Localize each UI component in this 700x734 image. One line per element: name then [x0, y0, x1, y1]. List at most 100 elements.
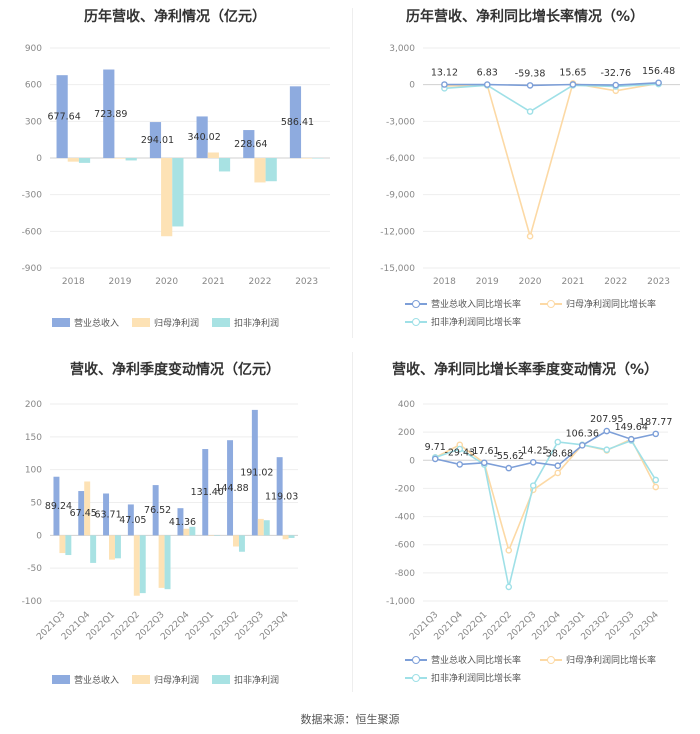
x-tick-label: 2023: [647, 277, 670, 287]
y-tick-label: -50: [27, 564, 42, 574]
chart-legend: 营业总收入 归母净利润 扣非净利润: [0, 0, 350, 345]
legend-item[interactable]: 营业总收入: [52, 673, 119, 686]
bar: [152, 485, 159, 536]
bar: [276, 457, 283, 536]
data-point: [627, 435, 635, 443]
bar: [127, 504, 134, 536]
bar: [53, 476, 60, 536]
data-label: 228.64: [234, 139, 267, 150]
chart-svg: 200150100500-50-1002021Q32021Q42022Q1202…: [22, 400, 299, 642]
chart-title: 历年营收、净利同比增长率情况（%）: [405, 9, 645, 25]
data-point: [456, 461, 464, 468]
data-label: 149.64: [615, 422, 648, 433]
y-tick-label: -900: [22, 264, 43, 274]
data-label: 63.71: [94, 509, 121, 520]
legend-item[interactable]: 扣非净利润同比增长率: [405, 315, 521, 328]
bar: [177, 508, 184, 536]
data-label: 41.36: [169, 517, 196, 528]
panel-divider: [352, 8, 353, 338]
x-tick-label: 2018: [433, 277, 456, 287]
bar: [149, 122, 162, 158]
data-label: 144.88: [215, 483, 248, 494]
legend-item[interactable]: 归母净利润: [132, 673, 199, 686]
data-point: [483, 81, 491, 88]
bar: [67, 158, 79, 162]
chart-title: 历年营收、净利情况（亿元）: [84, 9, 266, 25]
bar: [207, 152, 219, 158]
bar: [254, 158, 266, 183]
y-tick-label: 0: [409, 456, 415, 466]
annual-growth-rate-chart: 历年营收、净利同比增长率情况（%） 3,000 0 -3,000 -6,000 -9,0…: [350, 0, 700, 345]
data-label: -32.76: [600, 68, 631, 79]
data-label: 156.48: [642, 66, 675, 77]
y-tick-label: -3,000: [386, 117, 415, 127]
legend-swatch: [212, 675, 230, 684]
bar: [312, 158, 324, 159]
y-tick-label: 3,000: [389, 44, 415, 54]
data-label: 340.02: [188, 132, 221, 143]
data-label: -17.61: [469, 446, 500, 457]
bar: [139, 535, 146, 594]
data-point: [603, 446, 611, 454]
bar: [158, 535, 165, 588]
x-tick-label: 2020: [155, 277, 178, 287]
y-tick-label: -600: [22, 227, 43, 237]
bar: [125, 158, 137, 161]
y-tick-label: 600: [25, 81, 42, 91]
data-point: [441, 81, 448, 88]
legend-item[interactable]: 扣非净利润: [212, 316, 279, 329]
legend-item[interactable]: 营业总收入同比增长率: [405, 653, 521, 666]
y-tick-label: -100: [22, 597, 43, 607]
legend-label: 扣非净利润同比增长率: [431, 318, 522, 328]
legend-swatch: [52, 318, 70, 327]
y-tick-label: 200: [25, 400, 42, 410]
legend-swatch: [405, 655, 427, 665]
chart-legend: 营业总收入同比增长率 归母净利润同比增长率扣非净利润同比增长率: [350, 350, 700, 710]
bar: [243, 130, 255, 158]
chart-svg: 4002000-200-400-600-800-1,0002021Q32021Q…: [386, 400, 672, 642]
annual-revenue-profit-chart: 历年营收、净利情况（亿元） 900 600 300 0 -300 -600 -900 2018…: [0, 0, 350, 345]
legend-item[interactable]: 归母净利润同比增长率: [540, 297, 656, 310]
y-tick-label: -6,000: [386, 154, 415, 164]
legend-item[interactable]: 营业总收入同比增长率: [405, 297, 521, 310]
data-point: [505, 547, 513, 554]
bar: [265, 158, 277, 182]
data-point: [569, 81, 577, 88]
data-label: 47.05: [119, 515, 146, 526]
bar: [161, 158, 173, 237]
data-label: 9.71: [425, 442, 446, 453]
x-tick-label: 2021: [202, 277, 225, 287]
data-point: [652, 430, 660, 438]
legend-item[interactable]: 归母净利润同比增长率: [540, 653, 656, 666]
data-label: 76.52: [144, 505, 171, 516]
chart-title: 营收、净利同比增长率季度变动情况（%）: [391, 362, 659, 378]
bar: [214, 535, 221, 536]
data-point: [505, 583, 513, 591]
bar: [133, 535, 140, 596]
data-label: -29.43: [444, 447, 475, 458]
data-label: 119.03: [265, 491, 298, 502]
legend-label: 扣非净利润同比增长率: [431, 674, 522, 684]
bar: [183, 528, 190, 536]
data-label: 187.77: [639, 417, 672, 428]
legend-swatch: [405, 317, 427, 327]
legend-item[interactable]: 归母净利润: [132, 316, 199, 329]
x-tick-label: 2019: [476, 277, 499, 287]
data-source-footer: 数据来源：恒生聚源: [300, 713, 400, 726]
bar: [257, 518, 264, 536]
x-tick-label: 2019: [109, 277, 132, 287]
legend-label: 扣非净利润: [234, 676, 280, 686]
quarterly-growth-rate-chart: 营收、净利同比增长率季度变动情况（%） 400 200 0 -200 -400 -600 -…: [350, 350, 700, 710]
data-label: 191.02: [240, 468, 273, 479]
legend-item[interactable]: 扣非净利润: [212, 673, 279, 686]
data-label: 6.83: [477, 68, 498, 79]
legend-swatch: [212, 318, 230, 327]
data-point: [480, 459, 488, 467]
legend-item[interactable]: 营业总收入: [52, 316, 119, 329]
chart-svg: 900 600 300 0 -300 -600 -900 2018 2019 2020 2021 20…: [22, 44, 330, 287]
bar: [109, 535, 115, 560]
bar: [114, 535, 121, 559]
legend-item[interactable]: 扣非净利润同比增长率: [405, 671, 521, 684]
legend-label: 归母净利润: [154, 676, 200, 686]
quarterly-revenue-profit-chart: 营收、净利季度变动情况（亿元） 200 150 100 50 0 -50 -100 2021Q…: [0, 350, 350, 710]
